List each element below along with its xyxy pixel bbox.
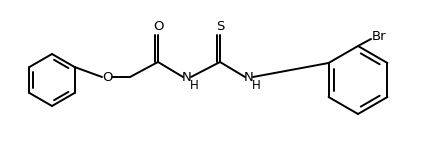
Text: Br: Br <box>372 30 386 43</box>
Text: N: N <box>244 71 254 83</box>
Text: O: O <box>102 71 112 83</box>
Text: H: H <box>251 79 260 91</box>
Text: S: S <box>216 20 224 32</box>
Text: O: O <box>153 20 163 32</box>
Text: H: H <box>190 79 198 91</box>
Text: N: N <box>182 71 192 83</box>
